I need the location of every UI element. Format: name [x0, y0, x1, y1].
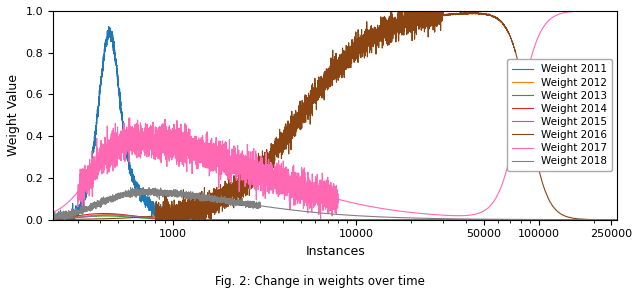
Weight 2017: [77, 189, 85, 193]
Weight 2012: [253, 218, 261, 221]
Weight 2011: [383, 218, 391, 221]
Weight 2016: [253, 167, 261, 170]
Weight 2011: [105, 25, 113, 28]
Weight 2012: [468, 218, 476, 221]
Weight 2017: [577, 9, 584, 13]
Weight 2012: [77, 215, 85, 218]
Weight 2015: [108, 213, 115, 217]
Line: Weight 2016: Weight 2016: [53, 11, 618, 220]
Weight 2017: [614, 9, 621, 13]
Weight 2014: [468, 218, 476, 221]
Weight 2016: [152, 218, 160, 221]
Weight 2012: [408, 218, 415, 221]
Weight 2016: [77, 217, 85, 221]
Weight 2016: [408, 21, 415, 24]
Weight 2012: [498, 218, 506, 221]
Weight 2018: [614, 218, 621, 221]
Weight 2018: [498, 218, 506, 221]
Line: Weight 2012: Weight 2012: [53, 215, 618, 220]
Legend: Weight 2011, Weight 2012, Weight 2013, Weight 2014, Weight 2015, Weight 2016, We: Weight 2011, Weight 2012, Weight 2013, W…: [507, 59, 612, 171]
Line: Weight 2018: Weight 2018: [53, 187, 618, 220]
Weight 2017: [383, 208, 391, 211]
Weight 2011: [468, 218, 476, 221]
Weight 2013: [77, 215, 85, 219]
Weight 2016: [468, 12, 476, 15]
Weight 2018: [383, 215, 391, 219]
Weight 2011: [49, 218, 57, 221]
Weight 2011: [49, 217, 57, 221]
Weight 2016: [387, 9, 394, 13]
Weight 2015: [408, 218, 415, 221]
Weight 2015: [49, 217, 57, 221]
Weight 2016: [498, 21, 506, 24]
Weight 2013: [383, 218, 391, 221]
Weight 2014: [253, 218, 261, 221]
Weight 2011: [408, 218, 415, 221]
Weight 2015: [253, 218, 261, 221]
Weight 2018: [127, 186, 134, 189]
Weight 2017: [49, 211, 57, 214]
Weight 2015: [383, 218, 391, 221]
Weight 2016: [49, 218, 57, 221]
Line: Weight 2013: Weight 2013: [53, 216, 618, 220]
Weight 2013: [614, 218, 621, 221]
Line: Weight 2011: Weight 2011: [53, 26, 618, 220]
Weight 2017: [253, 173, 261, 176]
Weight 2012: [49, 217, 57, 221]
Weight 2014: [614, 218, 621, 221]
Line: Weight 2014: Weight 2014: [53, 213, 618, 220]
Weight 2017: [317, 217, 324, 220]
Weight 2015: [77, 215, 85, 219]
Weight 2014: [408, 218, 415, 221]
Weight 2017: [408, 211, 415, 214]
Weight 2018: [408, 216, 415, 220]
Weight 2013: [408, 218, 415, 221]
Weight 2013: [49, 217, 57, 221]
Line: Weight 2017: Weight 2017: [53, 11, 618, 218]
Weight 2012: [106, 213, 114, 216]
Weight 2011: [614, 218, 621, 221]
Weight 2015: [614, 218, 621, 221]
Weight 2013: [468, 218, 476, 221]
Weight 2018: [49, 218, 57, 221]
Weight 2011: [498, 218, 506, 221]
Weight 2013: [253, 218, 261, 221]
Weight 2017: [498, 184, 506, 187]
Weight 2018: [77, 209, 85, 212]
Weight 2014: [498, 218, 506, 221]
Weight 2017: [468, 213, 476, 217]
Weight 2012: [383, 218, 391, 221]
Weight 2015: [468, 218, 476, 221]
Weight 2014: [100, 212, 108, 215]
Weight 2011: [77, 207, 85, 210]
Text: Fig. 2: Change in weights over time: Fig. 2: Change in weights over time: [215, 275, 425, 288]
Weight 2014: [49, 217, 57, 220]
Weight 2018: [61, 218, 68, 221]
Weight 2014: [77, 213, 85, 217]
X-axis label: Instances: Instances: [305, 245, 365, 258]
Weight 2013: [498, 218, 506, 221]
Weight 2011: [253, 218, 261, 221]
Weight 2012: [614, 218, 621, 221]
Line: Weight 2015: Weight 2015: [53, 215, 618, 220]
Y-axis label: Weight Value: Weight Value: [7, 74, 20, 156]
Weight 2016: [614, 218, 621, 221]
Weight 2018: [253, 204, 261, 208]
Weight 2013: [102, 214, 110, 218]
Weight 2016: [383, 19, 391, 22]
Weight 2014: [383, 218, 391, 221]
Weight 2015: [498, 218, 506, 221]
Weight 2018: [468, 217, 476, 221]
